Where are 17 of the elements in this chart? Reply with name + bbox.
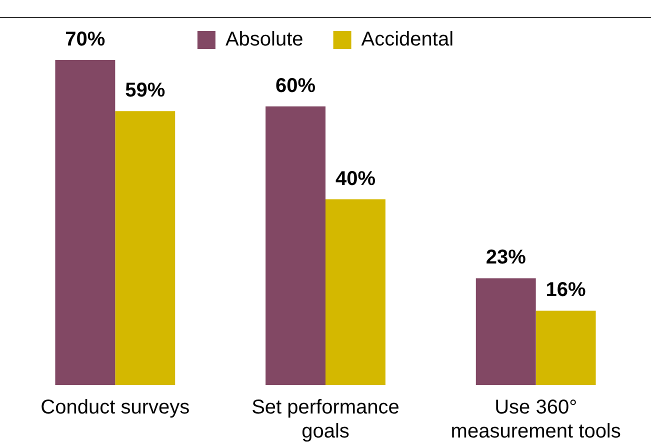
data-label: 16% xyxy=(546,279,586,302)
x-tick-label: Conduct surveys xyxy=(40,396,190,419)
data-label: 60% xyxy=(276,74,316,97)
bar xyxy=(115,111,176,385)
data-label: 59% xyxy=(125,80,166,102)
legend-label: Absolute xyxy=(225,28,304,51)
bar xyxy=(476,278,536,385)
data-label: 23% xyxy=(486,246,526,269)
bar xyxy=(326,199,386,385)
data-label: 70% xyxy=(65,28,106,51)
bar xyxy=(266,106,326,385)
legend-label: Accidental xyxy=(361,28,454,51)
bar xyxy=(55,60,116,385)
x-tick-label: Use 360° measurement tools xyxy=(450,396,621,443)
data-label: 40% xyxy=(335,168,376,190)
bar xyxy=(536,310,596,385)
x-tick-label: Set performance goals xyxy=(252,396,400,443)
